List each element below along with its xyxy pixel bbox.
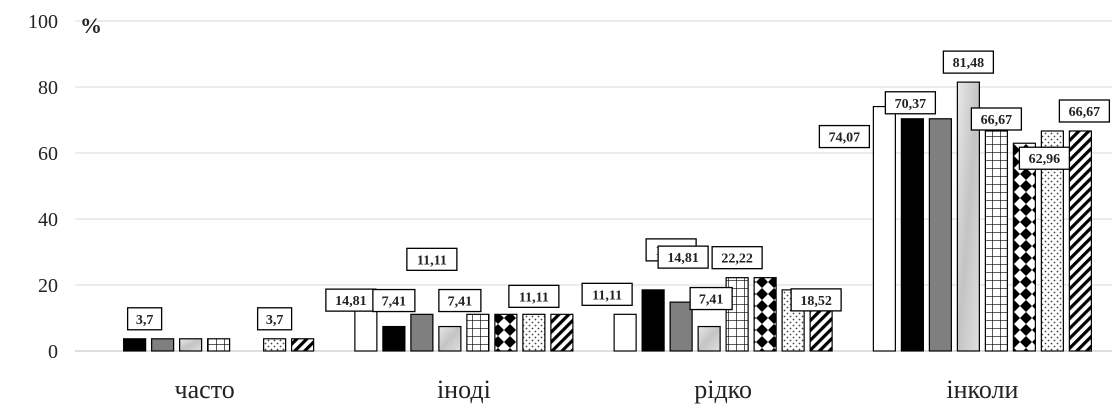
data-label: 66,67 xyxy=(970,107,1023,131)
data-label: 81,48 xyxy=(942,50,995,74)
data-label-box xyxy=(818,124,871,149)
bar-diagonal xyxy=(1068,130,1092,352)
data-label-text: 7,41 xyxy=(382,295,407,310)
bar-diamond xyxy=(1012,142,1036,352)
y-tick-label: 80 xyxy=(38,77,58,99)
data-label-text: 14,81 xyxy=(667,251,699,266)
bar-diamond xyxy=(494,313,518,352)
data-label-text: 81,48 xyxy=(953,56,985,71)
data-label-text: 74,07 xyxy=(829,131,861,146)
bar-black xyxy=(900,118,924,352)
data-label: 14,81 xyxy=(657,245,709,269)
data-label-text: 11,11 xyxy=(417,253,447,268)
data-label: 11,11 xyxy=(508,284,560,308)
data-label: 62,96 xyxy=(1018,146,1071,170)
data-label-text: 11,11 xyxy=(592,288,622,303)
data-label-box xyxy=(372,288,416,313)
bar-dots xyxy=(263,338,287,352)
data-label: 7,41 xyxy=(689,286,733,311)
data-label-box xyxy=(1018,146,1071,170)
data-label: 7,41 xyxy=(438,288,482,313)
data-label-text: 62,96 xyxy=(1029,152,1061,167)
data-label: 11,11 xyxy=(406,247,458,271)
bar-marble xyxy=(438,325,462,352)
x-category-label: рідко xyxy=(694,375,752,404)
data-label-box xyxy=(406,247,458,271)
bar-grid xyxy=(207,338,231,352)
data-label: 18,52 xyxy=(790,288,842,312)
y-axis-unit-label: % xyxy=(80,13,102,38)
bar-black xyxy=(123,338,147,352)
bar-dots xyxy=(522,313,546,352)
data-label-box xyxy=(689,286,733,311)
data-label-box xyxy=(657,245,709,269)
bar-gray xyxy=(151,338,175,352)
data-label: 7,41 xyxy=(372,288,416,313)
data-label-box xyxy=(508,284,560,308)
bar-dots xyxy=(1040,130,1064,352)
data-label-text: 66,67 xyxy=(1069,105,1101,120)
y-tick-label: 60 xyxy=(38,143,58,165)
data-label-box xyxy=(790,288,842,312)
bar-grid xyxy=(466,313,490,352)
data-label-box xyxy=(970,107,1023,131)
data-label-box xyxy=(126,307,163,331)
bar-gray xyxy=(669,301,693,352)
data-label-box xyxy=(438,288,482,313)
data-label-text: 70,37 xyxy=(895,97,927,112)
bar-marble xyxy=(697,325,721,352)
x-category-label: іноді xyxy=(437,375,491,404)
bar-diagonal xyxy=(291,338,315,352)
data-label: 11,11 xyxy=(581,282,633,306)
data-label-text: 14,81 xyxy=(335,294,367,309)
data-label: 3,7 xyxy=(256,307,293,331)
data-label-box xyxy=(256,307,293,331)
bar-diamond xyxy=(753,277,777,352)
data-label: 14,81 xyxy=(325,288,377,312)
y-tick-label: 100 xyxy=(28,11,58,33)
bar-grid xyxy=(984,130,1008,352)
data-label: 22,22 xyxy=(711,246,763,270)
bar-gray xyxy=(410,313,434,352)
bar-black xyxy=(382,325,406,352)
data-label: 3,7 xyxy=(126,307,163,331)
y-tick-label: 20 xyxy=(38,275,58,297)
data-label-text: 11,11 xyxy=(519,290,549,305)
data-label-text: 7,41 xyxy=(699,293,724,308)
bar-diagonal xyxy=(550,313,574,352)
data-label-box xyxy=(884,91,937,115)
data-label: 70,37 xyxy=(884,91,937,115)
data-label-box xyxy=(1058,99,1111,123)
data-label-box xyxy=(581,282,633,306)
bar-white xyxy=(872,105,896,352)
data-label-text: 66,67 xyxy=(981,113,1013,128)
bar-gray xyxy=(928,118,952,352)
data-label: 74,07 xyxy=(818,124,871,149)
data-label-text: 22,22 xyxy=(721,252,753,267)
data-label-box xyxy=(711,246,763,270)
data-label-text: 18,52 xyxy=(800,294,832,309)
bar-white xyxy=(613,313,637,352)
data-label-box xyxy=(942,50,995,74)
bar-marble xyxy=(179,338,203,352)
data-label-text: 3,7 xyxy=(266,313,284,328)
data-label: 66,67 xyxy=(1058,99,1111,123)
x-category-label: інколи xyxy=(946,375,1018,404)
data-label-text: 3,7 xyxy=(136,313,154,328)
y-tick-label: 0 xyxy=(48,341,58,363)
x-category-label: часто xyxy=(175,375,235,404)
bar-black xyxy=(641,289,665,352)
data-label-text: 7,41 xyxy=(448,295,473,310)
y-tick-label: 40 xyxy=(38,209,58,231)
bar-marble xyxy=(956,81,980,352)
